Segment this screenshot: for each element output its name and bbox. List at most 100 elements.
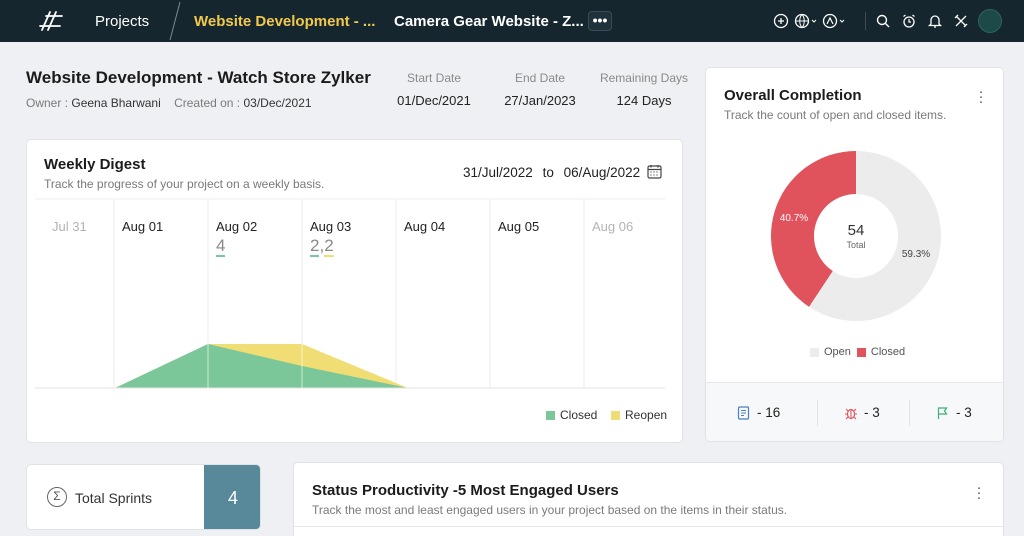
day-label-aug04: Aug 04 — [404, 219, 446, 234]
footer-divider-1 — [817, 400, 818, 426]
remaining-days-value: 124 Days — [616, 93, 672, 108]
status-productivity-title: Status Productivity -5 Most Engaged User… — [312, 482, 619, 499]
weekly-digest-title: Weekly Digest — [44, 156, 146, 173]
tab-active-project[interactable]: Website Development - ... — [194, 13, 376, 30]
end-date-label: End Date — [514, 71, 566, 85]
legend-closed: Closed — [546, 408, 597, 422]
closed-swatch — [546, 410, 555, 420]
topbar-actions — [770, 10, 848, 32]
legend-reopen: Reopen — [611, 408, 667, 422]
aug02-closed-count: 4 — [216, 236, 226, 257]
weekly-digest-chart — [35, 198, 665, 389]
donut-legend: Open Closed — [810, 346, 905, 358]
topbar-utilities — [870, 10, 974, 32]
user-avatar[interactable] — [978, 9, 1002, 33]
start-date-block: Start Date 01/Dec/2021 — [396, 71, 472, 108]
day-label-aug03: Aug 03 — [310, 219, 352, 234]
projects-link[interactable]: Projects — [95, 13, 150, 30]
tools-icon[interactable] — [948, 10, 974, 32]
overall-footer: - 16 - 3 - 3 — [706, 382, 1003, 441]
day-label-aug01: Aug 01 — [122, 219, 164, 234]
range-to: to — [542, 165, 554, 180]
alarm-clock-icon[interactable] — [896, 10, 922, 32]
app-logo-icon[interactable] — [36, 8, 66, 34]
end-date-value: 27/Jan/2023 — [504, 93, 576, 108]
status-productivity-card: Status Productivity -5 Most Engaged User… — [293, 462, 1004, 536]
total-sprints-value: 4 — [204, 465, 260, 529]
bugs-count: - 3 — [864, 405, 880, 420]
closed-donut-swatch — [856, 347, 866, 357]
owner-name[interactable]: Geena Bharwani — [71, 96, 161, 110]
day-label-jul31: Jul 31 — [52, 219, 87, 234]
day-label-aug05: Aug 05 — [498, 219, 540, 234]
remaining-days-label: Remaining Days — [599, 71, 689, 85]
breadcrumb-separator — [169, 1, 181, 41]
donut-total-value: 54 — [848, 222, 865, 239]
aug03-count: 2,2 — [310, 236, 334, 257]
calendar-icon[interactable] — [647, 164, 662, 179]
weekly-digest-subtitle: Track the progress of your project on a … — [44, 177, 325, 191]
completion-donut-chart: 54 Total 40.7% 59.3% — [771, 151, 941, 321]
bugs-stat[interactable]: - 3 — [844, 405, 880, 420]
start-date-value: 01/Dec/2021 — [397, 93, 471, 108]
tab-camera-gear-website[interactable]: Camera Gear Website - Z... — [394, 13, 584, 30]
task-list-icon — [737, 405, 750, 420]
milestones-stat[interactable]: - 3 — [936, 405, 972, 420]
aug02-count: 4 — [216, 236, 226, 257]
status-dropdown-icon[interactable] — [820, 10, 848, 32]
total-sprints-label: Total Sprints — [75, 490, 153, 506]
open-percent-label: 59.3% — [902, 249, 930, 260]
open-slice[interactable] — [809, 151, 941, 321]
tasks-stat[interactable]: - 16 — [737, 405, 780, 420]
legend-closed-label: Closed — [560, 408, 598, 422]
status-productivity-subtitle: Track the most and least engaged users i… — [312, 503, 788, 517]
footer-divider-2 — [909, 400, 910, 426]
open-swatch — [810, 347, 819, 357]
aug03-closed-count: 2 — [310, 236, 320, 257]
status-divider — [294, 526, 1003, 527]
end-date-block: End Date 27/Jan/2023 — [500, 71, 580, 108]
legend-reopen-label: Reopen — [625, 408, 668, 422]
project-title: Website Development - Watch Store Zylker — [26, 68, 371, 87]
overall-completion-card: Overall Completion Track the count of op… — [705, 67, 1004, 442]
start-date-label: Start Date — [406, 71, 462, 85]
created-label: Created on : — [174, 96, 241, 110]
weekly-digest-header: Weekly Digest Track the progress of your… — [44, 156, 324, 191]
flag-icon — [937, 406, 948, 419]
topbar-divider — [865, 12, 866, 30]
globe-dropdown-icon[interactable] — [792, 10, 820, 32]
owner-label: Owner : — [26, 96, 69, 110]
status-menu-icon[interactable]: · · · — [976, 479, 982, 506]
bell-icon[interactable] — [922, 10, 948, 32]
aug03-count-separator: , — [319, 236, 325, 255]
date-range[interactable]: 31/Jul/2022 to 06/Aug/2022 — [463, 165, 640, 180]
tasks-count: - 16 — [757, 405, 781, 420]
more-tabs-button[interactable]: ••• — [588, 11, 612, 31]
closed-slice[interactable] — [771, 151, 856, 307]
closed-area — [115, 344, 408, 388]
legend-open-label: Open — [824, 346, 851, 358]
closed-percent-label: 40.7% — [780, 213, 808, 224]
overall-completion-subtitle: Track the count of open and closed items… — [724, 108, 947, 122]
day-label-aug02: Aug 02 — [216, 219, 258, 234]
status-productivity-header: Status Productivity -5 Most Engaged User… — [312, 482, 787, 517]
day-label-aug06: Aug 06 — [592, 219, 634, 234]
donut-total-label: Total — [846, 240, 865, 250]
range-start: 31/Jul/2022 — [463, 165, 533, 180]
weekly-digest-card: Weekly Digest Track the progress of your… — [26, 139, 683, 443]
project-meta: Owner : Geena Bharwani Created on : 03/D… — [26, 96, 312, 110]
created-date: 03/Dec/2021 — [243, 96, 312, 110]
add-circle-icon[interactable] — [770, 10, 792, 32]
aug03-reopen-count: 2 — [324, 236, 334, 257]
overall-completion-title: Overall Completion — [724, 87, 862, 104]
range-end: 06/Aug/2022 — [563, 165, 641, 180]
legend-closed-donut-label: Closed — [870, 346, 906, 358]
total-sprints-card[interactable]: Σ Total Sprints 4 — [26, 464, 261, 530]
search-icon[interactable] — [870, 10, 896, 32]
bug-icon — [845, 408, 857, 419]
milestones-count: - 3 — [956, 405, 972, 420]
sigma-icon: Σ — [47, 487, 67, 507]
overall-completion-header: Overall Completion Track the count of op… — [724, 87, 946, 122]
top-navigation-bar: Projects Website Development - ... Camer… — [0, 0, 1024, 42]
overall-menu-icon[interactable]: · · · — [978, 83, 984, 110]
